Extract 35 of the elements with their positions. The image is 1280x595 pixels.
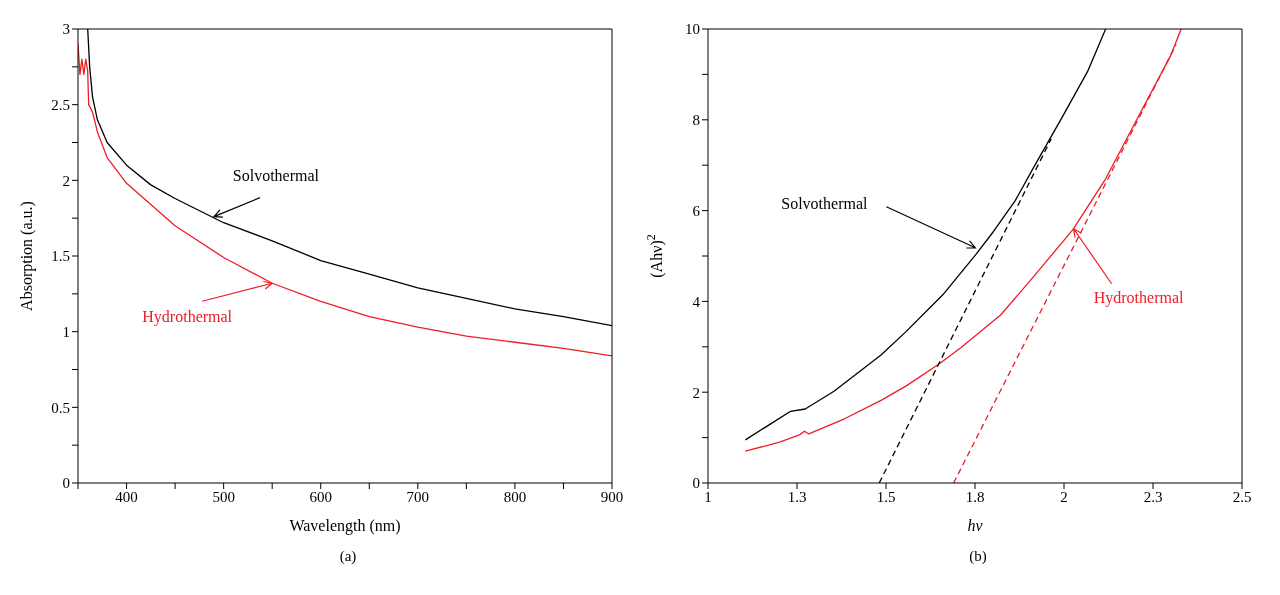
annotation: Hydrothermal bbox=[142, 307, 233, 326]
x-tick-label: 700 bbox=[406, 488, 430, 505]
y-tick-label: 0 bbox=[62, 475, 70, 492]
y-tick-label: 1.5 bbox=[51, 248, 70, 265]
y-tick-label: 2 bbox=[692, 384, 700, 401]
x-tick-label: 900 bbox=[600, 488, 624, 505]
annotation: Solvothermal bbox=[781, 194, 869, 212]
x-tick-label: 2.5 bbox=[1232, 488, 1252, 505]
y-tick-label: 4 bbox=[692, 293, 701, 310]
annotation: Hydrothermal bbox=[1093, 288, 1185, 307]
x-tick-label: 2.3 bbox=[1143, 488, 1163, 505]
y-tick-label: 2.5 bbox=[51, 96, 70, 113]
x-tick-label: 1.5 bbox=[876, 488, 896, 505]
x-tick-label: 800 bbox=[503, 488, 527, 505]
y-tick-label: 8 bbox=[692, 112, 700, 129]
text: (a) bbox=[338, 548, 358, 565]
y-tick-label: 1 bbox=[62, 323, 70, 340]
y-tick-label: 0 bbox=[692, 475, 700, 492]
x-tick-label: 1 bbox=[704, 488, 712, 505]
x-tick-label: 1.3 bbox=[787, 488, 807, 505]
y-tick-label: 0.5 bbox=[51, 399, 70, 416]
x-tick-label: 400 bbox=[115, 488, 138, 505]
y-tick-label: 10 bbox=[685, 21, 700, 38]
x-tick-label: 600 bbox=[309, 488, 332, 505]
y-tick-label: 2 bbox=[62, 172, 70, 189]
y-tick-label: 3 bbox=[62, 21, 70, 38]
x-tick-label: 2 bbox=[1060, 488, 1068, 505]
x-axis-title: Wavelength (nm) bbox=[289, 517, 401, 535]
x-tick-label: 1.8 bbox=[965, 488, 985, 505]
y-tick-label: 6 bbox=[692, 202, 701, 219]
y-axis-title: Absorption (a.u.) bbox=[18, 201, 36, 311]
annotation: Solvothermal bbox=[232, 166, 320, 184]
x-tick-label: 500 bbox=[212, 488, 235, 505]
x-axis-title: hν bbox=[967, 517, 984, 534]
text: (b) bbox=[968, 548, 988, 565]
